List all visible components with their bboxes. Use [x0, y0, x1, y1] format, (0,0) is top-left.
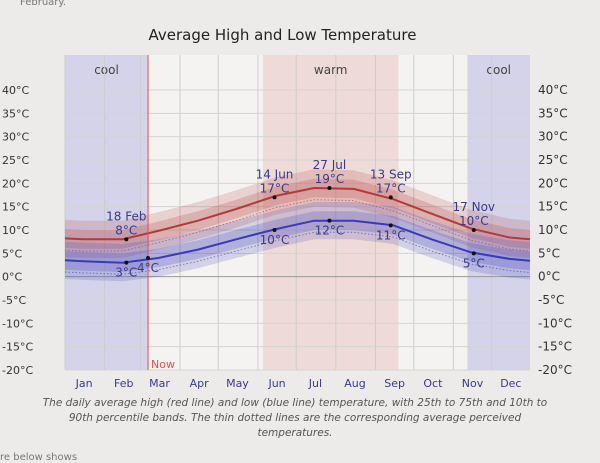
season-label: cool — [94, 63, 119, 77]
x-tick-label: Nov — [462, 377, 484, 390]
annotation-point — [471, 251, 476, 256]
annotation-value: 10°C — [260, 233, 290, 247]
y-tick-label-left: -5°C — [2, 294, 26, 307]
annotation-value: 17°C — [376, 181, 406, 195]
annotation-point — [327, 186, 332, 190]
annotation-value: 17°C — [260, 181, 290, 195]
high-line — [64, 186, 531, 241]
annotation-point — [146, 256, 151, 260]
annotation-point — [327, 218, 332, 223]
annotation-point — [272, 195, 277, 200]
annotation-point — [124, 237, 129, 242]
y-tick-label-right: -15°C — [538, 340, 572, 354]
y-tick-label-left: 10°C — [2, 224, 29, 237]
annotation-point — [388, 223, 393, 228]
chart-title: Average High and Low Temperature — [148, 26, 417, 44]
season-label: cool — [486, 63, 511, 77]
high-inner-band — [65, 178, 530, 249]
y-tick-label-left: 15°C — [2, 201, 29, 214]
low-inner-band — [65, 211, 530, 272]
annotation-point — [388, 195, 393, 200]
y-tick-label-right: 0°C — [538, 270, 560, 284]
season-label: warm — [314, 63, 348, 77]
page-text-fragment: February. — [20, 0, 67, 8]
x-tick-label: Jul — [308, 377, 322, 390]
y-tick-label-right: 25°C — [538, 153, 568, 167]
chart-caption: The daily average high (red line) and lo… — [42, 397, 548, 439]
y-tick-label-left: -10°C — [2, 317, 33, 330]
annotation-date: 27 Jul — [313, 158, 347, 172]
high-perceived-line — [64, 199, 531, 252]
annotation-point — [272, 228, 277, 232]
annotation-date: 18 Feb — [106, 209, 146, 223]
y-tick-label-left: 40°C — [2, 84, 29, 97]
x-tick-label: Jan — [75, 377, 93, 390]
y-tick-label-right: 10°C — [538, 223, 568, 237]
annotation-value: 5°C — [463, 256, 485, 270]
annotation-value: 8°C — [115, 223, 137, 237]
x-tick-label: Jun — [267, 377, 285, 390]
x-tick-label: Oct — [423, 377, 443, 390]
annotation-date: 14 Jun — [256, 167, 294, 181]
y-tick-label-left: 30°C — [2, 131, 29, 144]
x-tick-label: Aug — [344, 377, 365, 390]
page-text-fragment: re below shows — [0, 452, 78, 463]
annotation-value: 19°C — [315, 172, 345, 186]
y-tick-label-right: 15°C — [538, 200, 568, 214]
y-tick-label-right: 5°C — [538, 246, 560, 260]
season-band-cool — [65, 55, 149, 370]
x-tick-label: Apr — [190, 377, 210, 390]
annotation-value: 11°C — [376, 228, 406, 242]
y-tick-label-left: 25°C — [2, 154, 29, 167]
y-tick-label-left: 5°C — [2, 247, 22, 260]
annotation-point — [124, 260, 129, 265]
annotation-date: 17 Nov — [453, 200, 496, 214]
y-tick-label-right: 35°C — [538, 106, 568, 120]
annotation-value: 4°C — [137, 261, 159, 275]
low-line — [64, 219, 531, 264]
x-tick-label: May — [226, 377, 249, 390]
annotation-value: 12°C — [315, 224, 345, 238]
y-tick-label-left: 20°C — [2, 177, 29, 190]
y-tick-label-left: -15°C — [2, 341, 33, 354]
annotation-date: 13 Sep — [370, 167, 412, 181]
high-outer-band — [65, 169, 530, 258]
x-tick-label: Mar — [149, 377, 170, 390]
y-tick-label-right: -10°C — [538, 316, 572, 330]
y-tick-label-right: 30°C — [538, 130, 568, 144]
x-tick-label: Dec — [500, 377, 521, 390]
season-band-cool — [467, 55, 530, 370]
y-tick-label-left: -20°C — [2, 364, 33, 377]
x-tick-label: Feb — [114, 377, 133, 390]
now-label: Now — [151, 358, 175, 371]
annotation-value: 10°C — [459, 214, 489, 228]
y-tick-label-right: 20°C — [538, 176, 568, 190]
y-tick-label-right: -5°C — [538, 293, 564, 307]
y-tick-label-right: -20°C — [538, 363, 572, 377]
low-outer-band — [65, 202, 530, 282]
temperature-chart: cool warm cool Jan Feb Mar Apr May Jun Jul Aug Sep O… — [2, 55, 572, 390]
y-tick-label-right: 40°C — [538, 83, 568, 97]
low-perceived-line — [64, 231, 531, 275]
y-tick-label-left: 35°C — [2, 107, 29, 120]
annotation-value: 3°C — [115, 266, 137, 280]
x-tick-label: Sep — [384, 377, 405, 390]
annotation-point — [471, 228, 476, 232]
y-tick-label-left: 0°C — [2, 271, 22, 284]
